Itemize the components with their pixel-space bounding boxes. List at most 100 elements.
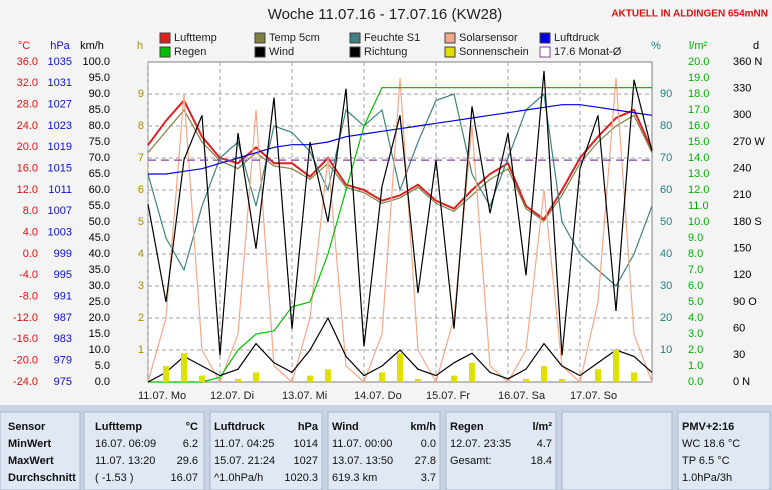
table-cell: 16.07. 06:09 (95, 438, 156, 450)
y-tick-label: 4.0 (688, 312, 703, 324)
axis-unit: hPa (50, 40, 70, 52)
y-tick-label: 210 (733, 189, 751, 201)
legend-swatch (159, 46, 171, 58)
bar (595, 369, 601, 382)
y-tick-label: 75.0 (89, 136, 110, 148)
y-tick-label: 8 (138, 120, 144, 132)
y-tick-label: 80.0 (89, 120, 110, 132)
y-tick-label: 987 (54, 312, 72, 324)
y-tick-label: 18.0 (688, 88, 709, 100)
legend-label: Feuchte S1 (364, 32, 420, 44)
table-cell: 12.07. 23:35 (450, 438, 511, 450)
legend-label: Sonnenschein (459, 46, 529, 58)
legend-label: Temp 5cm (269, 32, 320, 44)
x-tick-label: 11.07. Mo (138, 390, 186, 402)
table-cell: MinWert (8, 438, 52, 450)
y-tick-label: 30 (733, 349, 745, 361)
bar (613, 350, 619, 382)
y-tick-label: 13.0 (688, 168, 709, 180)
y-tick-label: 90 O (733, 296, 757, 308)
y-tick-label: 1023 (48, 120, 72, 132)
legend-swatch (539, 46, 551, 58)
series-group (147, 70, 653, 384)
y-tick-label: 300 (733, 109, 751, 121)
bar (253, 372, 259, 382)
y-tick-label: 17.0 (688, 104, 709, 116)
table-header: Lufttemp (95, 421, 142, 433)
legend-swatch (254, 32, 266, 44)
x-tick-label: 12.07. Di (210, 390, 254, 402)
y-tick-label: -16.0 (13, 333, 38, 345)
x-tick-label: 17.07. So (570, 390, 617, 402)
y-tick-label: 20.0 (688, 56, 709, 68)
table-cell: 29.6 (177, 455, 198, 467)
bar (307, 375, 313, 382)
series-line (148, 87, 652, 383)
table-header: hPa (298, 421, 319, 433)
y-tick-label: 4.0 (23, 227, 38, 239)
y-tick-label: 8.0 (23, 205, 38, 217)
y-tick-label: 40 (660, 248, 672, 260)
y-tick-label: 983 (54, 333, 72, 345)
y-tick-label: 20.0 (89, 312, 110, 324)
y-tick-label: 360 N (733, 56, 762, 68)
bar (379, 372, 385, 382)
y-tick-label: 6.0 (688, 280, 703, 292)
table-header: l/m² (532, 421, 552, 433)
y-tick-label: 330 (733, 83, 751, 95)
y-tick-label: 90.0 (89, 88, 110, 100)
y-tick-label: 0.0 (95, 376, 110, 388)
y-tick-label: 1035 (48, 56, 72, 68)
y-tick-label: 979 (54, 355, 72, 367)
table-cell: 0.0 (421, 438, 436, 450)
y-tick-label: 3 (138, 280, 144, 292)
y-tick-label: 1007 (48, 205, 72, 217)
y-tick-label: 55.0 (89, 200, 110, 212)
y-tick-label: 28.0 (17, 99, 38, 111)
legend-swatch (539, 32, 551, 44)
y-tick-label: 65.0 (89, 168, 110, 180)
bar (631, 372, 637, 382)
table-column (0, 411, 81, 490)
legend-swatch (349, 32, 361, 44)
bar (469, 362, 475, 382)
table-cell: Gesamt: (450, 455, 492, 467)
y-tick-label: 11.0 (688, 200, 709, 212)
y-tick-label: 5.0 (688, 296, 703, 308)
table-column (677, 411, 771, 490)
table-cell: 3.7 (421, 472, 436, 484)
y-tick-label: 5.0 (95, 360, 110, 372)
table-cell: 15.07. 21:24 (214, 455, 275, 467)
series-line (147, 98, 653, 221)
y-tick-label: 9.0 (688, 232, 703, 244)
y-tick-label: 120 (733, 269, 751, 281)
x-tick-label: 13.07. Mi (282, 390, 327, 402)
axis-unit: °C (18, 40, 30, 52)
y-tick-label: 10.0 (688, 216, 709, 228)
table-cell: TP 6.5 °C (682, 455, 730, 467)
table-cell: 16.07 (170, 472, 198, 484)
y-tick-label: 0.0 (23, 248, 38, 260)
bar (541, 366, 547, 382)
y-tick-label: 24.0 (17, 120, 38, 132)
series-line (147, 70, 653, 356)
bar (199, 375, 205, 382)
y-tick-label: 100.0 (82, 56, 110, 68)
y-tick-label: 50.0 (89, 216, 110, 228)
y-tick-label: 50 (660, 216, 672, 228)
y-tick-label: 6 (138, 184, 144, 196)
table-cell: 1.0hPa/3h (682, 472, 732, 484)
table-cell: 619.3 km (332, 472, 377, 484)
y-tick-label: 20 (660, 312, 672, 324)
y-tick-label: -8.0 (19, 291, 38, 303)
y-tick-label: 270 W (733, 136, 765, 148)
series-line (147, 92, 653, 287)
legend-swatch (444, 46, 456, 58)
table-cell: 1020.3 (284, 472, 318, 484)
y-tick-label: 30 (660, 280, 672, 292)
y-tick-label: 1027 (48, 99, 72, 111)
y-tick-label: 45.0 (89, 232, 110, 244)
table-cell: 11.07. 00:00 (332, 438, 392, 450)
y-tick-label: 32.0 (17, 77, 38, 89)
bar (235, 378, 241, 382)
